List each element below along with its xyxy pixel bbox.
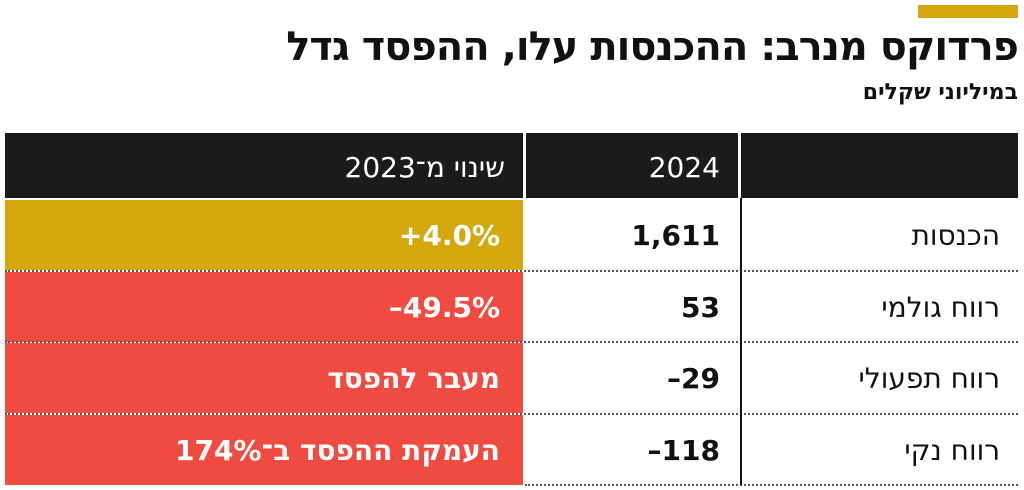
change-cell-bg — [5, 200, 523, 270]
row-label: רווח נקי — [904, 433, 1000, 467]
row-separator — [5, 269, 1018, 272]
row-label: רווח גולמי — [881, 290, 1000, 324]
row-value: 53 — [681, 290, 720, 324]
row-value: 1,611 — [631, 219, 720, 252]
row-separator — [5, 341, 1018, 343]
column-divider — [740, 198, 742, 485]
title: פרדוקס מנרב: ההכנסות עלו, ההפסד גדל — [286, 24, 1019, 70]
table-row: הכנסות 1,611 +4.0% — [5, 200, 1018, 270]
row-value: –29 — [667, 362, 720, 395]
row-change: העמקת ההפסד ב־174% — [175, 433, 500, 467]
row-change: –49.5% — [388, 290, 500, 324]
row-value: –118 — [647, 433, 720, 467]
subtitle: במיליוני שקלים — [862, 80, 1018, 105]
change-cell-bg — [5, 343, 523, 413]
header-separator — [738, 133, 741, 198]
row-label: הכנסות — [911, 219, 1000, 252]
row-separator — [5, 412, 1018, 415]
header-separator — [523, 133, 526, 198]
row-change: מעבר להפסד — [327, 362, 500, 395]
accent-bar — [918, 5, 1018, 18]
row-change: +4.0% — [398, 219, 500, 252]
change-cell-bg — [5, 414, 523, 485]
table-header: 2024 שינוי מ־2023 — [5, 133, 1018, 198]
table-row: רווח נקי –118 העמקת ההפסד ב־174% — [5, 412, 1018, 485]
row-label: רווח תפעולי — [858, 362, 1000, 395]
column-header: שינוי מ־2023 — [344, 151, 506, 184]
table-row: רווח גולמי 53 –49.5% — [5, 269, 1018, 342]
column-header: 2024 — [648, 151, 720, 184]
table-row: רווח תפעולי –29 מעבר להפסד — [5, 341, 1018, 413]
change-cell-bg — [5, 271, 523, 342]
row-separator — [525, 484, 1018, 486]
